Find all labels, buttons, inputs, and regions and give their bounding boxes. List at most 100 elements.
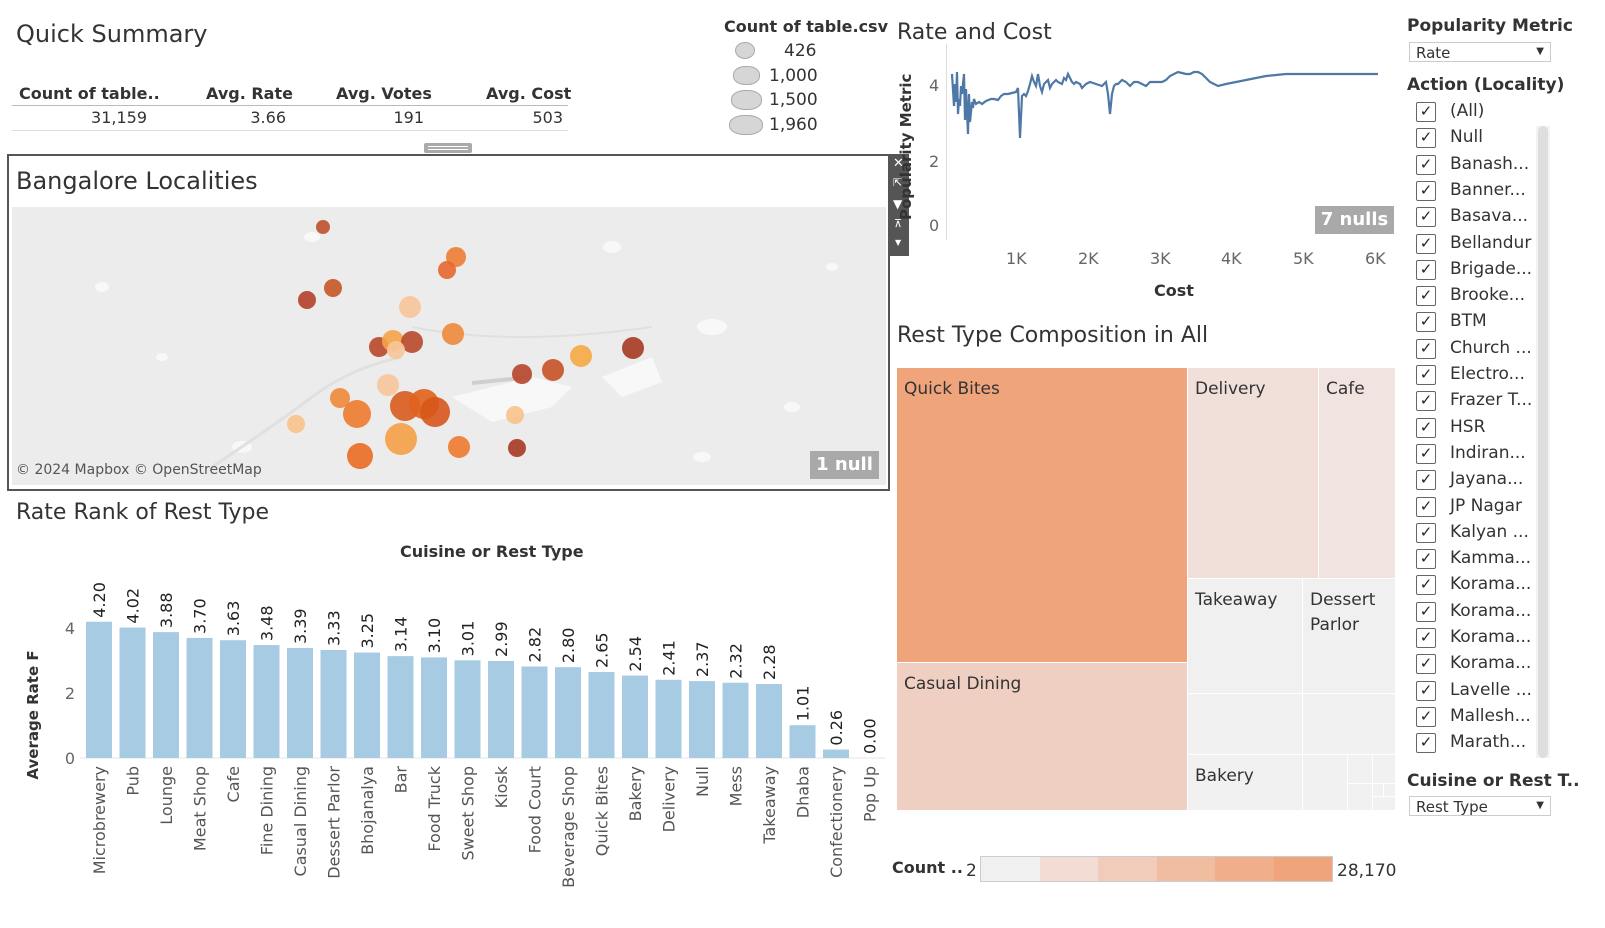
checkbox-checked-icon[interactable]: ✓: [1416, 102, 1436, 122]
checkbox-checked-icon[interactable]: ✓: [1416, 154, 1436, 175]
bar-delivery[interactable]: [655, 679, 682, 758]
checkbox-checked-icon[interactable]: ✓: [1416, 549, 1436, 570]
treemap-cell-small-1[interactable]: [1187, 693, 1303, 755]
rate-cost-null-badge[interactable]: 7 nulls: [1315, 206, 1394, 234]
treemap-cell-small-9[interactable]: [1372, 796, 1396, 811]
pin-icon[interactable]: ⊼: [894, 217, 903, 230]
checkbox-checked-icon[interactable]: ✓: [1416, 496, 1436, 517]
treemap-cell-bakery[interactable]: Bakery: [1187, 754, 1303, 811]
locality-item[interactable]: ✓ Korama...: [1416, 574, 1551, 602]
checkbox-checked-icon[interactable]: ✓: [1416, 417, 1436, 438]
checkbox-checked-icon[interactable]: ✓: [1416, 391, 1436, 412]
locality-item[interactable]: ✓ Bellandur: [1416, 233, 1551, 261]
treemap-cell-casual-dining[interactable]: Casual Dining: [896, 662, 1188, 811]
locality-item[interactable]: ✓ JP Nagar: [1416, 496, 1551, 524]
checkbox-checked-icon[interactable]: ✓: [1416, 233, 1436, 254]
locality-item[interactable]: ✓ Marath...: [1416, 732, 1551, 760]
checkbox-checked-icon[interactable]: ✓: [1416, 522, 1436, 543]
locality-item[interactable]: ✓ Frazer T...: [1416, 390, 1551, 418]
bar-bar[interactable]: [387, 656, 414, 758]
checkbox-checked-icon[interactable]: ✓: [1416, 654, 1436, 675]
bar-dessert-parlor[interactable]: [320, 649, 347, 758]
locality-item[interactable]: ✓ HSR: [1416, 417, 1551, 445]
checkbox-checked-icon[interactable]: ✓: [1416, 128, 1436, 149]
close-icon[interactable]: ✕: [893, 156, 904, 171]
locality-item[interactable]: ✓ Banner...: [1416, 180, 1551, 208]
treemap-cell-small-8[interactable]: [1383, 783, 1396, 797]
checkbox-checked-icon[interactable]: ✓: [1416, 180, 1436, 201]
treemap[interactable]: Quick Bites Delivery Cafe Takeaway Desse…: [896, 367, 1396, 811]
checkbox-checked-icon[interactable]: ✓: [1416, 443, 1436, 464]
treemap-cell-small-2[interactable]: [1302, 693, 1396, 755]
checkbox-checked-icon[interactable]: ✓: [1416, 706, 1436, 727]
locality-item[interactable]: ✓ (All): [1416, 101, 1551, 129]
map-canvas[interactable]: [12, 207, 886, 485]
treemap-cell-small-6[interactable]: [1347, 783, 1373, 811]
bar-lounge[interactable]: [153, 632, 179, 758]
more-options-icon[interactable]: ▼: [895, 238, 902, 247]
bar-cafe[interactable]: [220, 640, 246, 758]
checkbox-checked-icon[interactable]: ✓: [1416, 286, 1436, 307]
checkbox-checked-icon[interactable]: ✓: [1416, 470, 1436, 491]
locality-item[interactable]: ✓ Church ...: [1416, 338, 1551, 366]
locality-item[interactable]: ✓ Korama...: [1416, 601, 1551, 629]
bar-dhaba[interactable]: [789, 725, 816, 758]
locality-scrollbar[interactable]: [1536, 126, 1550, 758]
popout-icon[interactable]: ⇱: [893, 176, 903, 189]
bar-fine-dining[interactable]: [253, 645, 280, 758]
bar-bakery[interactable]: [622, 675, 648, 758]
checkbox-checked-icon[interactable]: ✓: [1416, 365, 1436, 385]
bar-takeaway[interactable]: [756, 684, 782, 758]
locality-item[interactable]: ✓ Brigade...: [1416, 259, 1551, 287]
bar-confectionery[interactable]: [823, 749, 849, 758]
locality-item[interactable]: ✓ Mallesh...: [1416, 706, 1551, 734]
bar-food-court[interactable]: [521, 666, 548, 758]
bar-quick-bites[interactable]: [588, 672, 615, 758]
bar-chart[interactable]: Average Rate F 4 2 0 4.20 4.02 3.88 3.70 3.63 3…: [0, 560, 890, 900]
bar-casual-dining[interactable]: [287, 648, 313, 758]
treemap-cell-quick-bites[interactable]: Quick Bites: [896, 367, 1188, 663]
checkbox-checked-icon[interactable]: ✓: [1416, 628, 1436, 648]
locality-item[interactable]: ✓ Lavelle ...: [1416, 680, 1551, 708]
drag-handle[interactable]: [424, 143, 472, 153]
locality-item[interactable]: ✓ Jayana...: [1416, 469, 1551, 497]
locality-item[interactable]: ✓ Electro...: [1416, 364, 1551, 392]
bar-mess[interactable]: [722, 682, 749, 758]
bar-food-truck[interactable]: [421, 657, 447, 758]
map-attribution[interactable]: © 2024 Mapbox © OpenStreetMap: [16, 462, 262, 478]
locality-item[interactable]: ✓ Banash...: [1416, 154, 1551, 182]
treemap-cell-cafe[interactable]: Cafe: [1318, 367, 1396, 579]
bar-kiosk[interactable]: [488, 660, 514, 758]
bar-bhojanalya[interactable]: [354, 652, 380, 758]
checkbox-checked-icon[interactable]: ✓: [1416, 601, 1436, 622]
locality-item[interactable]: ✓ Basava...: [1416, 206, 1551, 234]
bar-microbrewery[interactable]: [86, 621, 112, 758]
treemap-cell-delivery[interactable]: Delivery: [1187, 367, 1319, 579]
bar-sweet-shop[interactable]: [454, 660, 481, 758]
locality-item[interactable]: ✓ Indiran...: [1416, 443, 1551, 471]
checkbox-checked-icon[interactable]: ✓: [1416, 207, 1436, 228]
checkbox-checked-icon[interactable]: ✓: [1416, 733, 1436, 754]
treemap-cell-small-3[interactable]: [1302, 754, 1348, 811]
metric-dropdown[interactable]: Rate ▼: [1409, 42, 1551, 62]
treemap-cell-small-4[interactable]: [1347, 754, 1373, 784]
locality-item[interactable]: ✓ Brooke...: [1416, 285, 1551, 313]
checkbox-checked-icon[interactable]: ✓: [1416, 680, 1436, 701]
treemap-cell-dessert-parlor[interactable]: Dessert Parlor: [1302, 578, 1396, 694]
bar-null[interactable]: [689, 681, 715, 758]
treemap-cell-small-5[interactable]: [1372, 754, 1396, 784]
bar-pub[interactable]: [119, 627, 146, 758]
locality-item[interactable]: ✓ Korama...: [1416, 653, 1551, 681]
rate-cost-chart[interactable]: [946, 44, 1396, 244]
locality-scrollbar-thumb[interactable]: [1538, 126, 1548, 758]
bar-beverage-shop[interactable]: [555, 667, 581, 758]
map-null-badge[interactable]: 1 null: [810, 451, 879, 479]
locality-item[interactable]: ✓ Null: [1416, 127, 1551, 155]
checkbox-checked-icon[interactable]: ✓: [1416, 575, 1436, 596]
treemap-cell-takeaway[interactable]: Takeaway: [1187, 578, 1303, 694]
locality-item[interactable]: ✓ Kamma...: [1416, 548, 1551, 576]
checkbox-checked-icon[interactable]: ✓: [1416, 338, 1436, 359]
cuisine-dropdown[interactable]: Rest Type ▼: [1409, 796, 1551, 816]
bar-meat-shop[interactable]: [186, 637, 213, 758]
checkbox-checked-icon[interactable]: ✓: [1416, 312, 1436, 333]
